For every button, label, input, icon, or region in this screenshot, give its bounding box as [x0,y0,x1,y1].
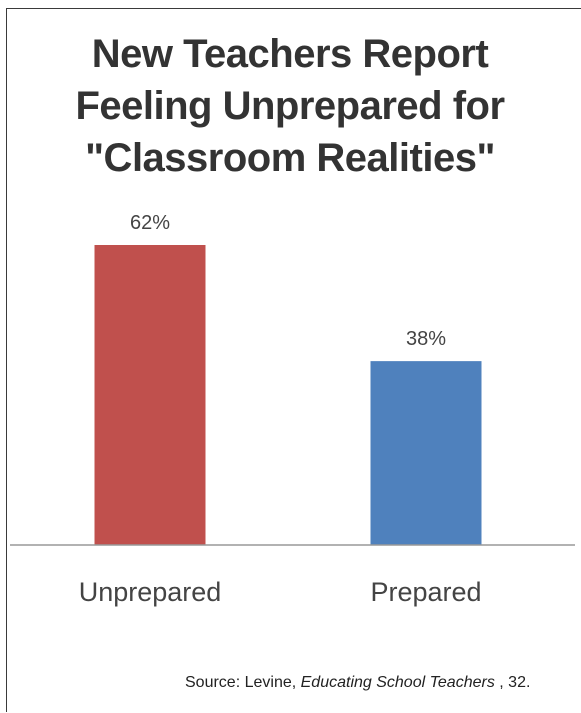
chart-title-line-1: New Teachers Report [91,32,489,76]
chart-title-line-2: Feeling Unprepared for [75,84,505,128]
source-note: Source: Levine, Educating School Teacher… [185,674,530,692]
source-work-title: Educating School Teachers [300,674,495,691]
chart-title-line-3: "Classroom Realities" [85,136,495,180]
bar-prepared [370,361,482,545]
bar-unprepared [94,245,206,545]
data-label-prepared: 38% [406,328,446,350]
bars-group [94,245,482,545]
source-prefix: Source: Levine, [185,674,301,691]
source-suffix: , 32. [494,674,531,691]
data-label-unprepared: 62% [130,212,170,234]
category-label-prepared: Prepared [370,577,481,607]
chart-frame [6,8,581,712]
category-label-unprepared: Unprepared [79,577,222,607]
labels-group: 62% Unprepared 38% Prepared [79,212,482,607]
chart-title: New Teachers Report Feeling Unprepared f… [10,28,570,184]
